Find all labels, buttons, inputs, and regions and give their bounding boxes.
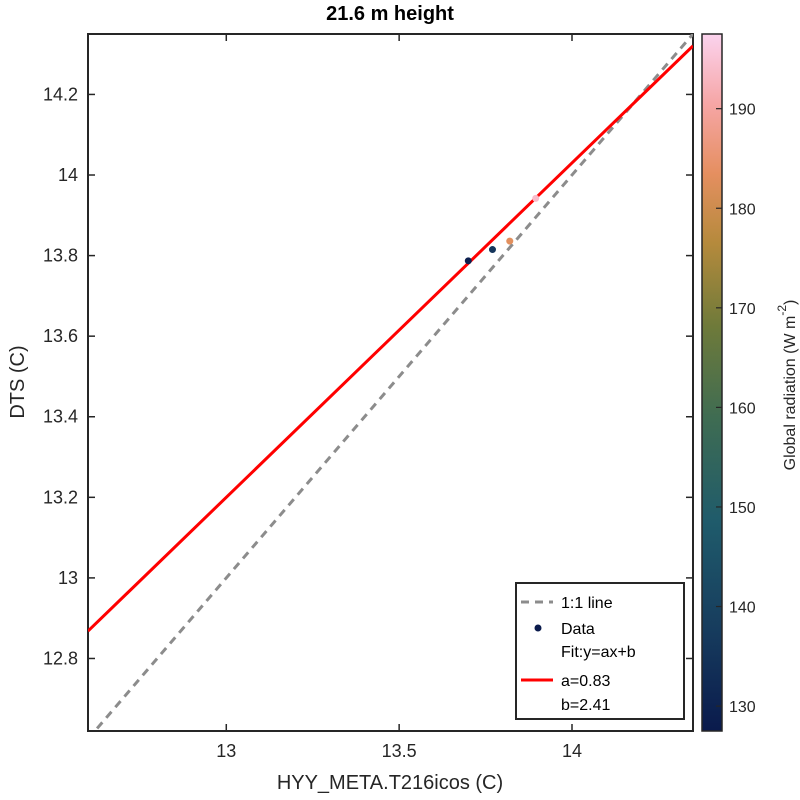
legend-box (515, 582, 685, 720)
fit-line (88, 44, 693, 633)
colorbar-tick-label: 140 (729, 600, 756, 617)
legend-data-marker (534, 624, 542, 632)
data-point (464, 257, 472, 265)
colorbar-tick-label: 130 (729, 699, 756, 716)
legend-fit-a-label: a=0.83 (561, 673, 610, 690)
y-tick-label: 13 (58, 568, 78, 588)
y-axis-label: DTS (C) (7, 345, 29, 418)
x-axis-label: HYY_META.T216icos (C) (277, 772, 503, 794)
y-tick-label: 14 (58, 165, 78, 185)
colorbar-gradient (701, 33, 723, 732)
x-tick-label: 14 (562, 741, 582, 761)
y-tick-label: 13.8 (43, 246, 78, 266)
y-tick-label: 13.6 (43, 326, 78, 346)
colorbar-tick-label: 180 (729, 201, 756, 218)
legend-fit-b-label: b=2.41 (561, 697, 610, 714)
data-point (488, 246, 496, 254)
legend-data-label: Data (561, 621, 595, 638)
y-tick-label: 13.4 (43, 407, 78, 427)
y-tick-label: 13.2 (43, 487, 78, 507)
y-tick-label: 12.8 (43, 648, 78, 668)
data-point (532, 194, 540, 202)
colorbar-label: Global radiation (W m-2) (775, 300, 799, 471)
colorbar-tick-label: 150 (729, 500, 756, 517)
y-tick-label: 14.2 (43, 84, 78, 104)
legend-identity-line-label: 1:1 line (561, 595, 613, 612)
colorbar-tick-label: 160 (729, 400, 756, 417)
plot-area: 13 13.5 14 12.8 13 13.2 13.4 13.6 13.8 14 14.2 (43, 33, 694, 761)
colorbar-tick-label: 190 (729, 102, 756, 119)
identity-line (92, 34, 693, 731)
colorbar-tick-label: 170 (729, 301, 756, 318)
x-tick-label: 13 (216, 741, 236, 761)
legend: 1:1 line Data Fit:y=ax+b a=0.83 b=2.41 (515, 582, 685, 720)
legend-fit-label: Fit:y=ax+b (561, 644, 636, 661)
chart-title: 21.6 m height (326, 3, 454, 25)
data-point (506, 237, 514, 245)
x-tick-label: 13.5 (382, 741, 417, 761)
colorbar: 130 140 150 160 170 180 190 Global radiation (… (701, 33, 799, 732)
